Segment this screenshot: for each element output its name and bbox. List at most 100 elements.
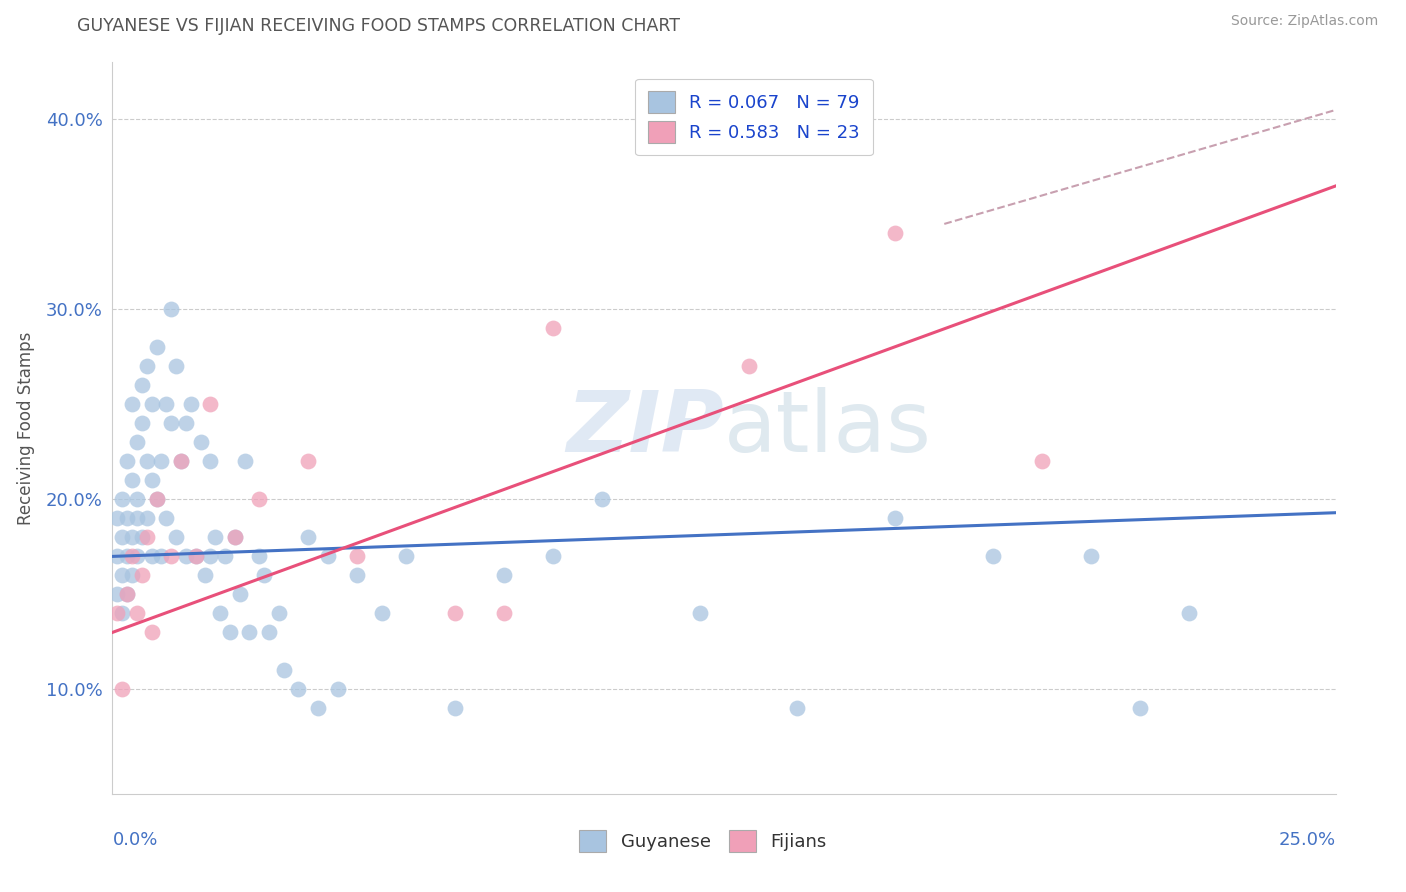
Point bbox=[214, 549, 236, 564]
Point bbox=[150, 549, 173, 564]
Point bbox=[145, 492, 167, 507]
Point bbox=[145, 492, 167, 507]
Point bbox=[145, 340, 167, 354]
Point bbox=[224, 530, 246, 544]
Legend: R = 0.067   N = 79, R = 0.583   N = 23: R = 0.067 N = 79, R = 0.583 N = 23 bbox=[636, 78, 873, 155]
Point bbox=[884, 511, 907, 525]
Point bbox=[121, 568, 143, 582]
Point bbox=[111, 492, 134, 507]
Point bbox=[253, 568, 276, 582]
Point bbox=[135, 511, 157, 525]
Point bbox=[105, 587, 128, 601]
Point bbox=[174, 549, 197, 564]
Point bbox=[541, 549, 564, 564]
Text: GUYANESE VS FIJIAN RECEIVING FOOD STAMPS CORRELATION CHART: GUYANESE VS FIJIAN RECEIVING FOOD STAMPS… bbox=[77, 17, 681, 35]
Point bbox=[307, 701, 329, 715]
Point bbox=[591, 492, 613, 507]
Point bbox=[115, 587, 138, 601]
Point bbox=[155, 511, 177, 525]
Point bbox=[884, 227, 907, 241]
Point bbox=[209, 607, 232, 621]
Point bbox=[111, 530, 134, 544]
Point bbox=[1031, 454, 1053, 468]
Point bbox=[170, 454, 193, 468]
Point bbox=[297, 454, 319, 468]
Point bbox=[141, 397, 163, 411]
Point bbox=[160, 302, 183, 317]
Point bbox=[238, 625, 260, 640]
Point bbox=[170, 454, 193, 468]
Point bbox=[135, 530, 157, 544]
Point bbox=[121, 530, 143, 544]
Point bbox=[492, 607, 515, 621]
Point bbox=[737, 359, 759, 374]
Point bbox=[141, 625, 163, 640]
Point bbox=[184, 549, 207, 564]
Point bbox=[200, 397, 222, 411]
Text: ZIP: ZIP bbox=[567, 386, 724, 470]
Point bbox=[297, 530, 319, 544]
Point bbox=[1080, 549, 1102, 564]
Point bbox=[541, 321, 564, 335]
Point bbox=[125, 492, 148, 507]
Point bbox=[135, 359, 157, 374]
Point bbox=[444, 607, 467, 621]
Point bbox=[174, 417, 197, 431]
Point bbox=[131, 417, 153, 431]
Point bbox=[125, 607, 148, 621]
Text: Source: ZipAtlas.com: Source: ZipAtlas.com bbox=[1230, 14, 1378, 28]
Point bbox=[184, 549, 207, 564]
Point bbox=[247, 492, 270, 507]
Point bbox=[131, 568, 153, 582]
Point bbox=[257, 625, 280, 640]
Point bbox=[135, 454, 157, 468]
Point bbox=[141, 549, 163, 564]
Point bbox=[131, 530, 153, 544]
Point bbox=[105, 549, 128, 564]
Point bbox=[111, 607, 134, 621]
Point bbox=[689, 607, 711, 621]
Point bbox=[121, 474, 143, 488]
Point bbox=[111, 682, 134, 697]
Point bbox=[125, 511, 148, 525]
Point bbox=[165, 530, 187, 544]
Point bbox=[105, 511, 128, 525]
Point bbox=[121, 549, 143, 564]
Point bbox=[267, 607, 290, 621]
Text: 0.0%: 0.0% bbox=[112, 831, 157, 849]
Point bbox=[233, 454, 256, 468]
Point bbox=[141, 474, 163, 488]
Point bbox=[346, 549, 368, 564]
Text: 25.0%: 25.0% bbox=[1278, 831, 1336, 849]
Point bbox=[131, 378, 153, 392]
Point bbox=[190, 435, 212, 450]
Point bbox=[346, 568, 368, 582]
Text: atlas: atlas bbox=[724, 386, 932, 470]
Point bbox=[273, 664, 295, 678]
Point bbox=[121, 397, 143, 411]
Point bbox=[115, 587, 138, 601]
Legend: Guyanese, Fijians: Guyanese, Fijians bbox=[571, 821, 835, 861]
Point bbox=[165, 359, 187, 374]
Point bbox=[1129, 701, 1152, 715]
Point bbox=[200, 454, 222, 468]
Point bbox=[370, 607, 392, 621]
Point bbox=[180, 397, 202, 411]
Point bbox=[200, 549, 222, 564]
Point bbox=[125, 435, 148, 450]
Point bbox=[125, 549, 148, 564]
Point bbox=[326, 682, 349, 697]
Y-axis label: Receiving Food Stamps: Receiving Food Stamps bbox=[17, 332, 35, 524]
Point bbox=[786, 701, 808, 715]
Point bbox=[160, 549, 183, 564]
Point bbox=[228, 587, 250, 601]
Point bbox=[1178, 607, 1201, 621]
Point bbox=[204, 530, 226, 544]
Point bbox=[150, 454, 173, 468]
Point bbox=[111, 568, 134, 582]
Point bbox=[287, 682, 309, 697]
Point bbox=[219, 625, 242, 640]
Point bbox=[224, 530, 246, 544]
Point bbox=[194, 568, 217, 582]
Point bbox=[160, 417, 183, 431]
